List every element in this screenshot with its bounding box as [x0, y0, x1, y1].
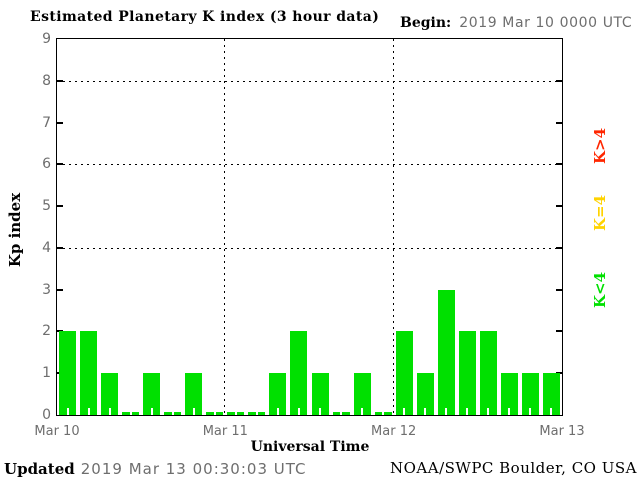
bar-base-tick [529, 408, 532, 415]
y-tick-right [556, 79, 562, 82]
begin-label: Begin: [400, 15, 452, 31]
bar-base-tick [508, 408, 511, 415]
legend-item: K>4 [591, 127, 609, 165]
bar-base-tick [297, 408, 300, 415]
day-boundary-line [224, 39, 226, 415]
x-tick-label: Mar 12 [371, 424, 417, 439]
y-tick-label: 5 [42, 198, 51, 215]
kp-bar [437, 289, 455, 415]
legend-item: K=4 [591, 194, 609, 232]
bar-base-tick [87, 408, 90, 415]
begin-value: 2019 Mar 10 0000 UTC [459, 15, 633, 31]
kp-bar [458, 331, 476, 415]
kp-bar [542, 373, 560, 415]
kp-bar [416, 373, 434, 415]
y-tick-label: 8 [42, 72, 51, 89]
y-tick-label: 4 [42, 239, 51, 256]
bar-base-tick [424, 408, 427, 415]
kp-bar [101, 373, 119, 415]
y-tick-left [57, 246, 63, 249]
bar-base-tick [192, 408, 195, 415]
bar-base-tick [234, 412, 237, 415]
bar-base-tick [108, 408, 111, 415]
gridline-kp-4 [57, 247, 562, 249]
day-boundary-line [392, 39, 394, 415]
source-attribution: NOAA/SWPC Boulder, CO USA [389, 459, 637, 477]
gridline-kp-6 [57, 164, 562, 166]
y-tick-left [57, 288, 63, 291]
bar-base-tick [150, 408, 153, 415]
y-tick-right [556, 288, 562, 291]
bar-base-tick [66, 408, 69, 415]
y-tick-label: 7 [42, 114, 51, 131]
bar-base-tick [445, 408, 448, 415]
kp-bar [269, 373, 287, 415]
bar-base-tick [382, 412, 385, 415]
kp-bar [185, 373, 203, 415]
chart-title: Estimated Planetary K index (3 hour data… [30, 9, 380, 25]
kp-bar [59, 331, 77, 415]
kp-bar [143, 373, 161, 415]
bar-base-tick [361, 408, 364, 415]
bar-base-tick [255, 412, 258, 415]
x-tick-label: Mar 11 [202, 424, 248, 439]
updated-value: 2019 Mar 13 00:30:03 UTC [80, 460, 307, 478]
y-tick-right [556, 121, 562, 124]
y-tick-label: 1 [42, 365, 51, 382]
y-tick-right [556, 163, 562, 166]
bar-base-tick [550, 408, 553, 415]
plot-area [56, 38, 563, 416]
x-tick-label: Mar 13 [539, 424, 585, 439]
kp-bar [80, 331, 98, 415]
kp-bar [479, 331, 497, 415]
kp-bar [311, 373, 329, 415]
bar-base-tick [466, 408, 469, 415]
y-tick-right [556, 205, 562, 208]
bar-base-tick [487, 408, 490, 415]
y-tick-right [556, 246, 562, 249]
updated-timestamp: Updated 2019 Mar 13 00:30:03 UTC [4, 459, 307, 478]
bar-base-tick [403, 408, 406, 415]
bar-base-tick [171, 412, 174, 415]
bar-base-tick [276, 408, 279, 415]
x-tick-label: Mar 10 [34, 424, 80, 439]
legend-item: K<4 [591, 271, 609, 309]
y-tick-label: 0 [42, 407, 51, 423]
kp-bar [290, 331, 308, 415]
y-axis-tick-labels: 0 1 2 3 4 5 6 7 8 9 [26, 32, 51, 422]
updated-label: Updated [4, 460, 75, 478]
y-tick-left [57, 121, 63, 124]
bar-base-tick [213, 412, 216, 415]
gridline-kp-8 [57, 80, 562, 82]
bar-base-tick [340, 412, 343, 415]
y-tick-label: 6 [42, 156, 51, 173]
x-axis-title: Universal Time [250, 439, 370, 455]
y-tick-label: 3 [42, 281, 51, 298]
kp-bar [353, 373, 371, 415]
y-tick-right [556, 330, 562, 333]
y-tick-label: 9 [42, 31, 51, 47]
y-axis-title: Kp index [6, 192, 24, 268]
bar-base-tick [129, 412, 132, 415]
x-axis-tick-labels: Mar 10 Mar 11 Mar 12 Mar 13 [0, 424, 640, 439]
begin-block: Begin: 2019 Mar 10 0000 UTC [400, 12, 632, 31]
y-tick-left [57, 163, 63, 166]
kp-bar [500, 373, 518, 415]
y-tick-left [57, 79, 63, 82]
kp-bar [395, 331, 413, 415]
bar-base-tick [319, 408, 322, 415]
kp-bar [521, 373, 539, 415]
y-tick-label: 2 [42, 323, 51, 340]
y-tick-left [57, 205, 63, 208]
